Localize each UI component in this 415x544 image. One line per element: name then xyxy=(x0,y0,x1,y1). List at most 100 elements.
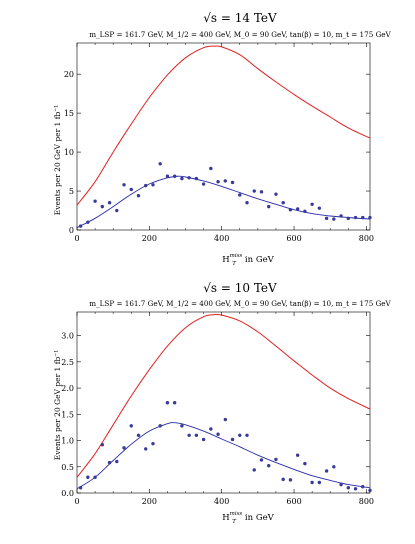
data-point xyxy=(194,433,199,437)
x-tick-label: 0 xyxy=(74,497,79,506)
data-point xyxy=(368,488,372,493)
data-point xyxy=(245,201,249,205)
data-point xyxy=(136,194,141,198)
x-tick-label: 800 xyxy=(359,234,374,243)
data-point xyxy=(115,208,119,213)
data-point xyxy=(346,486,350,490)
x-tick-label: 800 xyxy=(359,497,374,506)
data-point xyxy=(158,424,162,428)
chart-subtitle: m_LSP = 161.7 GeV, M_1/2 = 400 GeV, M_0 … xyxy=(89,30,391,39)
data-point xyxy=(187,176,191,180)
y-axis-label: Events per 20 GeV per 1 fb⁻¹ xyxy=(53,350,62,461)
y-tick-label: 3.0 xyxy=(61,332,74,341)
data-point xyxy=(201,182,206,186)
data-point xyxy=(122,446,126,450)
data-point xyxy=(346,216,350,221)
y-tick-label: 2.5 xyxy=(61,358,74,367)
x-axis-label-sub: T xyxy=(232,519,236,525)
x-axis-label-suffix: in GeV xyxy=(245,513,275,523)
red-curve-line xyxy=(76,313,371,478)
data-point xyxy=(107,201,112,205)
data-point xyxy=(78,224,83,228)
data-point xyxy=(129,424,133,428)
chart-title: √s = 14 TeV xyxy=(203,11,277,25)
data-point xyxy=(180,176,184,181)
data-point xyxy=(303,209,307,213)
data-point xyxy=(165,174,170,178)
x-axis-label-sup: miss xyxy=(230,511,243,517)
plot-frame xyxy=(76,42,371,231)
data-point xyxy=(267,204,271,209)
data-point xyxy=(324,469,329,473)
data-point xyxy=(78,486,83,490)
y-tick-label: 5 xyxy=(69,187,74,196)
data-point xyxy=(144,183,148,188)
data-point xyxy=(238,433,242,437)
data-point xyxy=(281,201,285,205)
data-point xyxy=(216,432,220,436)
y-axis-label: Events per 20 GeV per 1 fb⁻¹ xyxy=(53,105,62,216)
chart-14tev: √s = 14 TeV m_LSP = 161.7 GeV, M_1/2 = 4… xyxy=(53,11,392,267)
data-point xyxy=(165,401,170,405)
data-point xyxy=(353,215,358,220)
data-point xyxy=(230,437,235,442)
data-point xyxy=(93,199,97,203)
data-point xyxy=(100,204,105,209)
plot-frame xyxy=(76,311,371,494)
data-point xyxy=(274,457,278,462)
data-point xyxy=(332,465,336,469)
data-point xyxy=(158,162,162,166)
data-point xyxy=(216,179,220,184)
data-point xyxy=(310,480,314,485)
blue-curve-line xyxy=(76,175,371,229)
data-point xyxy=(151,441,155,446)
x-axis-label-main: H xyxy=(222,513,229,523)
data-point xyxy=(86,475,90,479)
data-point xyxy=(317,206,322,210)
x-axis-label-sup: miss xyxy=(230,253,243,259)
data-point xyxy=(303,461,307,466)
data-point xyxy=(93,475,97,479)
data-point xyxy=(339,214,343,218)
data-point xyxy=(324,216,329,221)
data-point xyxy=(209,166,213,171)
data-point xyxy=(136,433,141,437)
data-point xyxy=(223,179,228,183)
data-point xyxy=(238,193,242,197)
data-point xyxy=(332,217,336,221)
x-tick-label: 200 xyxy=(142,497,157,506)
data-point xyxy=(107,460,112,465)
data-point xyxy=(194,176,199,181)
data-point xyxy=(245,433,249,437)
x-tick-label: 400 xyxy=(214,234,229,243)
x-tick-label: 600 xyxy=(286,234,301,243)
x-tick-label: 0 xyxy=(74,234,79,243)
data-point xyxy=(122,183,126,187)
y-tick-label: 0.0 xyxy=(61,489,74,498)
data-point xyxy=(295,453,300,457)
y-tick-label: 0.5 xyxy=(61,463,74,472)
data-point xyxy=(252,468,256,472)
data-point xyxy=(361,215,365,220)
data-point xyxy=(209,427,213,431)
data-point xyxy=(172,174,177,178)
y-tick-label: 10 xyxy=(64,148,74,157)
data-point xyxy=(339,482,343,487)
x-tick-label: 400 xyxy=(214,497,229,506)
data-point xyxy=(180,424,184,428)
chart-10tev: √s = 10 TeV m_LSP = 161.7 GeV, M_1/2 = 4… xyxy=(53,281,392,525)
x-tick-label: 600 xyxy=(286,497,301,506)
data-point xyxy=(295,207,300,211)
data-point xyxy=(310,202,314,206)
data-point xyxy=(230,180,235,185)
blue-curve-line xyxy=(76,422,371,490)
data-point xyxy=(274,192,278,196)
x-axis-label-sub: T xyxy=(232,261,236,267)
y-tick-label: 20 xyxy=(64,70,74,79)
chart-title: √s = 10 TeV xyxy=(203,281,277,295)
data-point xyxy=(187,433,191,437)
data-point xyxy=(223,417,228,422)
data-point xyxy=(267,464,271,468)
